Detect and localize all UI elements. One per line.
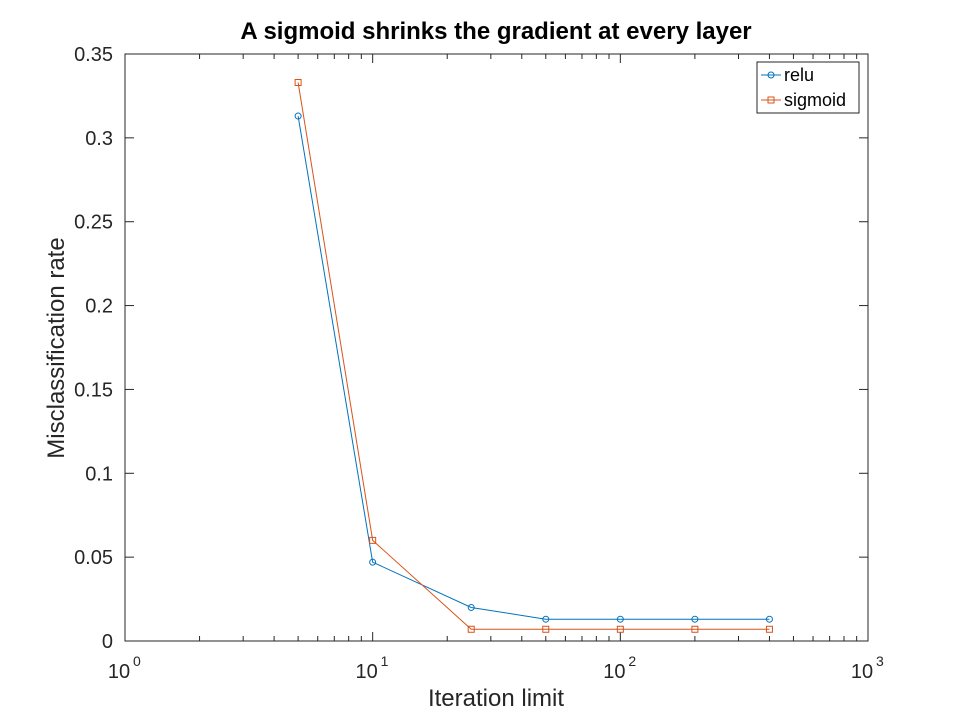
legend-sigmoid-label: sigmoid bbox=[784, 90, 846, 110]
series-sigmoid bbox=[294, 79, 773, 633]
series-layer bbox=[294, 79, 773, 633]
x-tick-exponent: 2 bbox=[628, 653, 636, 669]
y-tick-label: 0.15 bbox=[74, 379, 113, 401]
legend-relu-label: relu bbox=[784, 65, 814, 85]
data-point-relu bbox=[616, 615, 624, 623]
data-point-sigmoid bbox=[616, 625, 624, 633]
series-line-relu bbox=[297, 115, 770, 620]
y-tick-label: 0.35 bbox=[74, 44, 113, 66]
data-point-relu bbox=[369, 558, 377, 566]
series-line-sigmoid bbox=[297, 82, 770, 630]
x-tick-exponent: 1 bbox=[381, 653, 389, 669]
legend: relu sigmoid bbox=[756, 61, 860, 114]
x-axis-label: Iteration limit bbox=[428, 685, 564, 712]
x-tick-exponent: 3 bbox=[876, 653, 884, 669]
y-tick-label: 0.05 bbox=[74, 547, 113, 569]
x-tick-label: 10 bbox=[108, 661, 130, 683]
legend-box bbox=[756, 61, 860, 114]
x-tick-exponent: 0 bbox=[133, 653, 141, 669]
data-point-sigmoid bbox=[542, 625, 550, 633]
data-point-sigmoid bbox=[467, 625, 475, 633]
legend-relu-marker bbox=[767, 71, 775, 79]
x-minor-ticks bbox=[199, 54, 858, 641]
y-axis: 0 0.05 0.1 0.15 0.2 0.25 0.3 0.35 bbox=[74, 44, 868, 653]
y-tick-label: 0.25 bbox=[74, 212, 113, 234]
data-point-relu bbox=[294, 112, 302, 120]
series-relu bbox=[294, 112, 773, 623]
y-axis-label: Misclassification rate bbox=[43, 237, 70, 458]
x-tick-label: 10 bbox=[851, 661, 873, 683]
legend-sigmoid-marker bbox=[767, 96, 775, 104]
x-tick-label: 10 bbox=[356, 661, 378, 683]
plot-area bbox=[124, 53, 869, 642]
data-point-sigmoid bbox=[369, 536, 377, 544]
x-tick-label: 10 bbox=[603, 661, 625, 683]
data-point-relu bbox=[542, 615, 550, 623]
data-point-relu bbox=[765, 615, 773, 623]
x-axis: 10 0 10 1 10 2 10 3 bbox=[108, 54, 884, 683]
y-tick-label: 0.1 bbox=[85, 463, 113, 485]
y-tick-label: 0.2 bbox=[85, 296, 113, 318]
data-point-sigmoid bbox=[294, 79, 302, 87]
y-tick-label: 0 bbox=[102, 631, 113, 653]
y-tick-label: 0.3 bbox=[85, 128, 113, 150]
data-point-sigmoid bbox=[765, 625, 773, 633]
chart-title: A sigmoid shrinks the gradient at every … bbox=[240, 18, 751, 45]
data-point-relu bbox=[691, 615, 699, 623]
data-point-sigmoid bbox=[691, 625, 699, 633]
data-point-relu bbox=[467, 603, 475, 611]
